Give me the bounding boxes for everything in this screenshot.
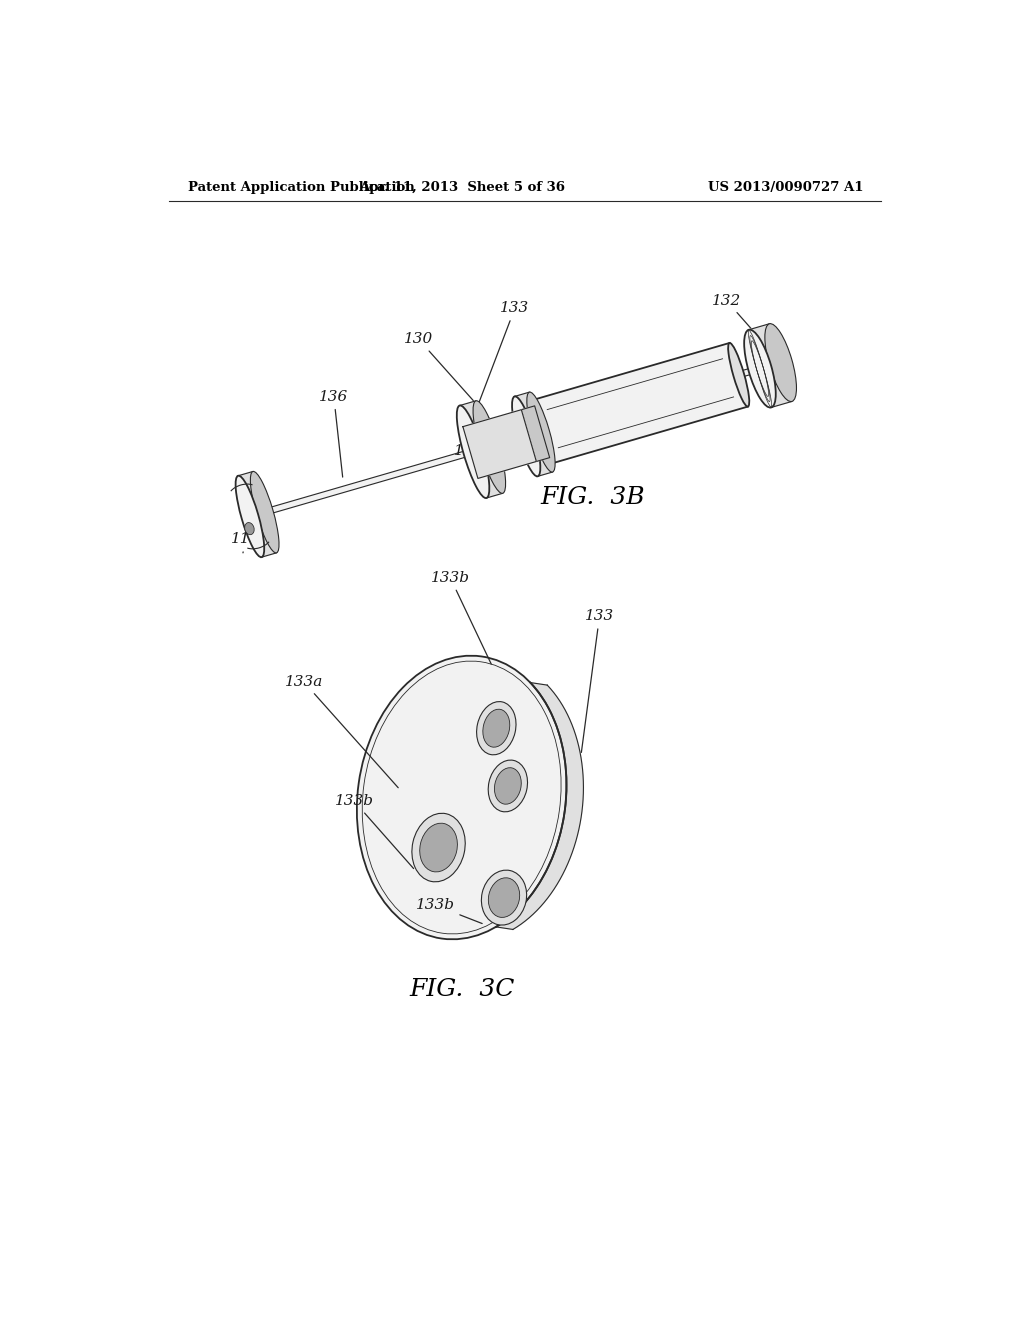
Ellipse shape [412, 813, 465, 882]
Text: 133: 133 [582, 610, 614, 752]
Text: Patent Application Publication: Patent Application Publication [188, 181, 415, 194]
Ellipse shape [488, 760, 527, 812]
Text: 133b: 133b [335, 795, 414, 869]
Ellipse shape [495, 768, 521, 804]
Text: FIG.  3B: FIG. 3B [541, 486, 645, 508]
Text: 130: 130 [454, 444, 529, 458]
Ellipse shape [526, 392, 555, 473]
Text: 133b: 133b [431, 572, 492, 664]
Ellipse shape [476, 702, 516, 755]
Polygon shape [517, 343, 748, 469]
Ellipse shape [236, 475, 264, 557]
Ellipse shape [483, 709, 510, 747]
Ellipse shape [765, 323, 797, 401]
Ellipse shape [512, 396, 541, 477]
Ellipse shape [488, 878, 519, 917]
Ellipse shape [420, 824, 458, 873]
Text: 133a: 133a [285, 675, 398, 788]
Text: 118: 118 [230, 532, 260, 553]
Text: 130: 130 [403, 333, 492, 421]
Ellipse shape [245, 523, 254, 535]
Polygon shape [463, 409, 537, 478]
Polygon shape [521, 405, 550, 462]
Text: 133b: 133b [416, 898, 482, 924]
Text: 132: 132 [712, 294, 762, 342]
Ellipse shape [728, 343, 750, 407]
Text: Apr. 11, 2013  Sheet 5 of 36: Apr. 11, 2013 Sheet 5 of 36 [358, 181, 564, 194]
Ellipse shape [251, 471, 279, 553]
Ellipse shape [457, 405, 489, 498]
Polygon shape [749, 323, 792, 408]
Ellipse shape [356, 656, 566, 940]
Text: 133: 133 [474, 301, 529, 416]
Ellipse shape [473, 401, 506, 494]
Polygon shape [460, 401, 503, 498]
Polygon shape [249, 359, 782, 519]
Ellipse shape [481, 870, 526, 925]
Polygon shape [515, 392, 553, 477]
Text: US 2013/0090727 A1: US 2013/0090727 A1 [708, 181, 863, 194]
Polygon shape [239, 471, 276, 557]
Ellipse shape [744, 330, 776, 408]
Text: FIG.  3C: FIG. 3C [409, 978, 514, 1002]
Polygon shape [496, 682, 584, 929]
Ellipse shape [516, 404, 537, 469]
Text: 136: 136 [319, 389, 348, 477]
